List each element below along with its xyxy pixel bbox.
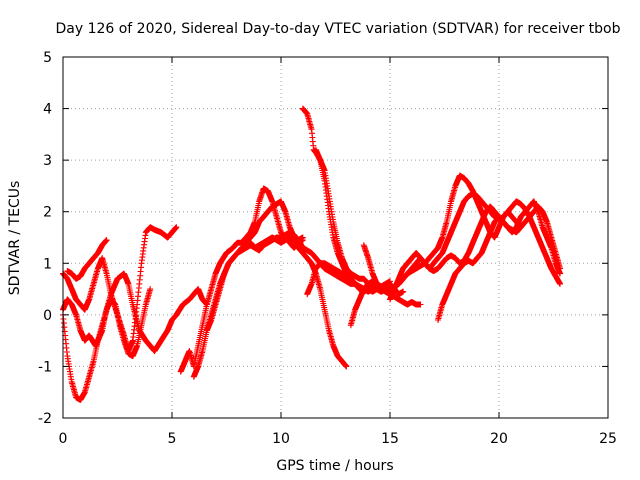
grid-lines bbox=[63, 57, 608, 418]
y-tick-label: -1 bbox=[38, 359, 52, 375]
x-tick-labels: 0 5 10 15 20 25 bbox=[59, 431, 617, 447]
plus-markers bbox=[435, 198, 563, 323]
x-tick-label: 15 bbox=[381, 431, 399, 447]
y-tick-label: 1 bbox=[43, 256, 52, 272]
y-tick-labels: -2 -1 0 1 2 3 4 5 bbox=[38, 50, 52, 427]
x-tick-label: 25 bbox=[599, 431, 617, 447]
y-tick-label: 5 bbox=[43, 50, 52, 66]
y-tick-label: 0 bbox=[43, 308, 52, 324]
plus-markers bbox=[387, 190, 563, 303]
plot-frame bbox=[62, 56, 609, 419]
series-pass-8 bbox=[243, 198, 306, 246]
series-pass-5 bbox=[177, 185, 306, 375]
series-pass-4 bbox=[64, 237, 110, 282]
y-axis-label: SDTVAR / TECUs bbox=[7, 181, 23, 296]
data-points bbox=[60, 105, 563, 403]
x-tick-label: 5 bbox=[168, 431, 177, 447]
series-pass-14 bbox=[387, 190, 563, 303]
x-tick-label: 10 bbox=[272, 431, 290, 447]
axis-ticks bbox=[62, 56, 609, 419]
y-tick-label: 3 bbox=[43, 153, 52, 169]
y-tick-label: 2 bbox=[43, 205, 52, 221]
x-tick-label: 0 bbox=[59, 431, 68, 447]
plus-markers bbox=[243, 198, 306, 246]
plus-markers bbox=[177, 185, 306, 375]
chart-title: Day 126 of 2020, Sidereal Day-to-day VTE… bbox=[55, 21, 620, 37]
series-pass-15 bbox=[435, 198, 563, 323]
x-axis-label: GPS time / hours bbox=[276, 458, 393, 474]
plus-markers bbox=[64, 237, 110, 282]
x-tick-label: 20 bbox=[490, 431, 508, 447]
y-tick-label: 4 bbox=[43, 102, 52, 118]
y-tick-label: -2 bbox=[38, 411, 52, 427]
